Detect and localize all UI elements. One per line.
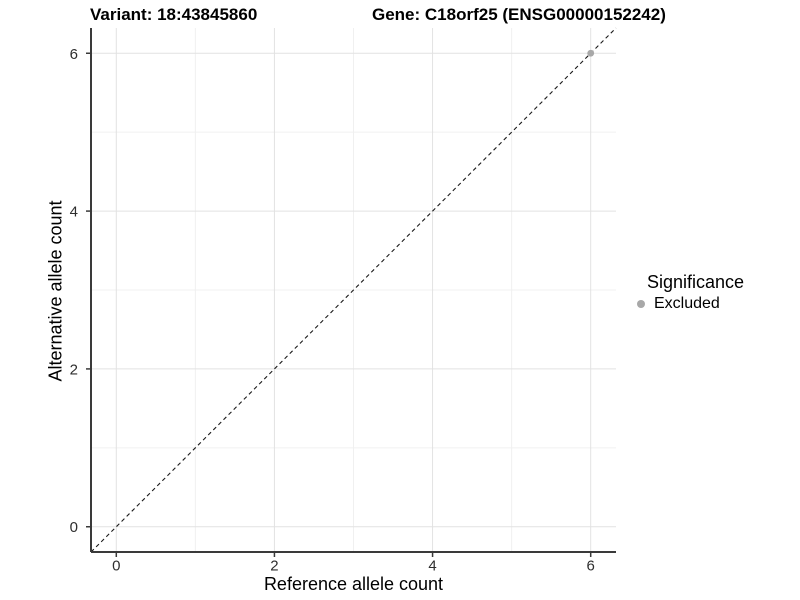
- excluded-point-icon: [637, 300, 645, 308]
- legend-title: Significance: [647, 272, 745, 292]
- y-tick-label: 2: [70, 361, 78, 378]
- plot-title-variant: Variant: 18:43845860: [90, 5, 258, 24]
- plot-title-gene: Gene: C18orf25 (ENSG00000152242): [372, 5, 666, 24]
- y-axis-title: Alternative allele count: [45, 200, 66, 382]
- y-tick-label: 4: [70, 204, 78, 221]
- legend-item-excluded: Excluded: [637, 295, 744, 313]
- y-tick-label: 0: [70, 519, 78, 536]
- x-tick-label: 4: [428, 558, 436, 575]
- legend-item-label: Excluded: [654, 295, 720, 312]
- y-tick-label: 6: [70, 46, 78, 63]
- identity-reference-line: [90, 27, 617, 553]
- x-tick-label: 6: [587, 558, 595, 575]
- x-tick-label: 0: [112, 558, 120, 575]
- data-point-excluded: [587, 49, 595, 57]
- legend: Significance Excluded: [637, 272, 744, 313]
- x-tick-label: 2: [270, 558, 278, 575]
- x-axis-title: Reference allele count: [263, 574, 444, 594]
